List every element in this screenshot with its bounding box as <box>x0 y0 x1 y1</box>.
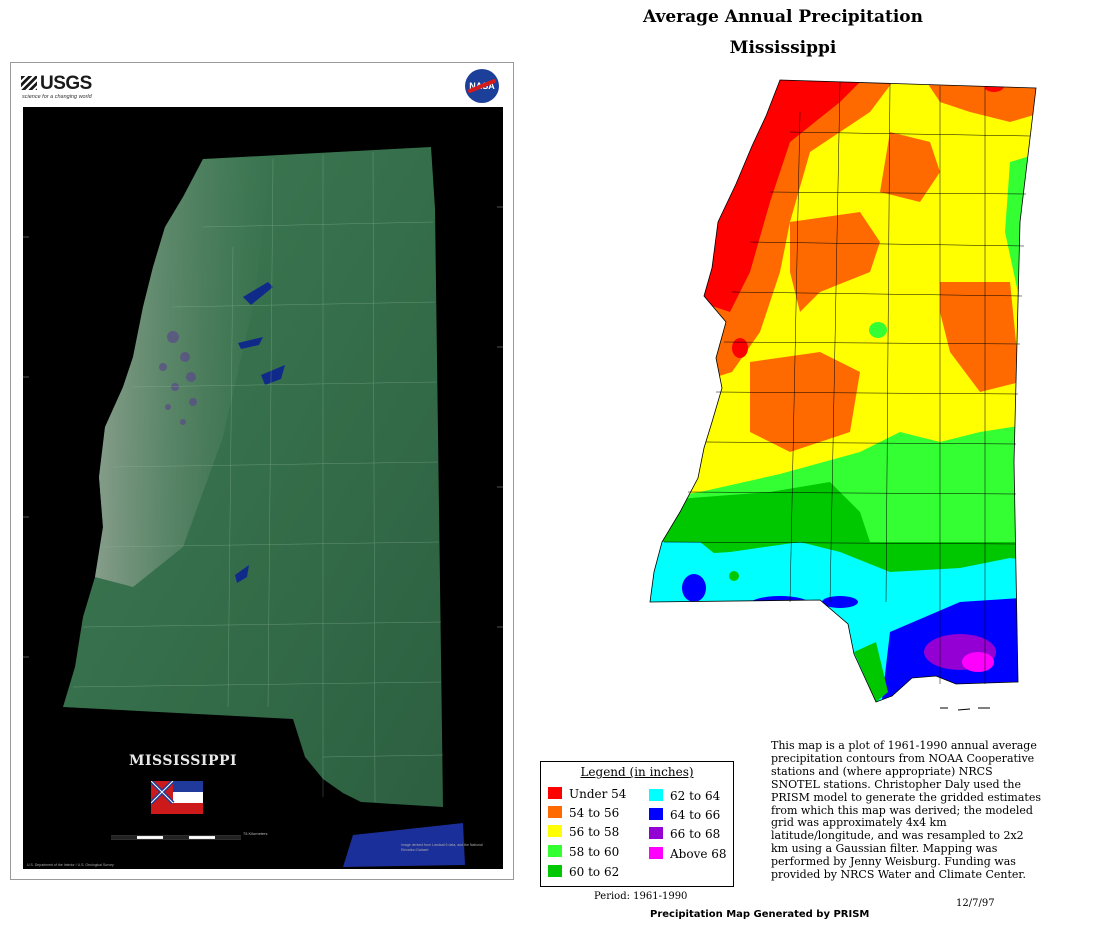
satellite-image <box>23 107 503 869</box>
satellite-poster: USGS science for a changing world NASA <box>10 62 514 880</box>
legend-item-62-64: 62 to 64 <box>649 788 720 804</box>
agency-credit: U.S. Department of the Interior / U.S. G… <box>27 863 114 867</box>
map-subtitle: Mississippi <box>729 38 837 58</box>
scale-label: 75 Kilometers <box>243 831 268 836</box>
legend-swatch <box>548 787 562 799</box>
legend-title: Legend (in inches) <box>580 765 694 779</box>
legend-swatch <box>649 847 663 859</box>
legend-swatch <box>548 845 562 857</box>
legend-swatch <box>548 806 562 818</box>
legend-item-58-60: 58 to 60 <box>548 844 619 860</box>
legend-item-above-68: Above 68 <box>649 846 727 862</box>
precipitation-map <box>649 79 1037 711</box>
legend-item-60-62: 60 to 62 <box>548 864 619 880</box>
image-credit: Image derived from Landsat 5 data, and t… <box>401 843 483 852</box>
poster-state-title: MISSISSIPPI <box>129 753 238 769</box>
map-description: This map is a plot of 1961-1990 annual a… <box>771 739 1041 882</box>
legend-swatch <box>548 825 562 837</box>
scale-bar <box>111 835 241 840</box>
map-legend: Legend (in inches) Under 54 54 to 56 56 … <box>540 761 734 887</box>
map-title: Average Annual Precipitation <box>642 7 924 27</box>
usgs-logo: USGS <box>21 73 92 95</box>
legend-item-54-56: 54 to 56 <box>548 805 619 821</box>
legend-swatch <box>649 827 663 839</box>
legend-item-66-68: 66 to 68 <box>649 826 720 842</box>
legend-swatch <box>548 865 562 877</box>
legend-item-64-66: 64 to 66 <box>649 807 720 823</box>
legend-item-under-54: Under 54 <box>548 786 626 802</box>
legend-item-56-58: 56 to 58 <box>548 824 619 840</box>
mississippi-flag <box>151 781 203 814</box>
nasa-logo: NASA <box>465 69 499 103</box>
legend-swatch <box>649 808 663 820</box>
period-label: Period: 1961-1990 <box>594 891 688 902</box>
generated-by-label: Precipitation Map Generated by PRISM <box>650 909 870 920</box>
usgs-tagline: science for a changing world <box>22 94 92 100</box>
map-date: 12/7/97 <box>956 898 995 909</box>
legend-swatch <box>649 789 663 801</box>
poster-header: USGS science for a changing world NASA <box>11 63 513 105</box>
